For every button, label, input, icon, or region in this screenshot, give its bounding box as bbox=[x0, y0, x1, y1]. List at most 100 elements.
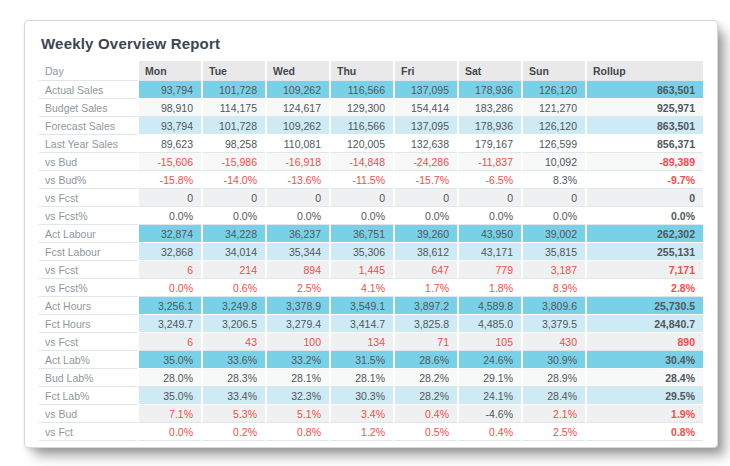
value-cell: 100 bbox=[265, 333, 329, 351]
value-cell: 1,445 bbox=[329, 261, 393, 279]
row-label: vs Fcst% bbox=[39, 207, 137, 225]
value-cell: 1.8% bbox=[457, 279, 521, 297]
value-cell: 0 bbox=[329, 189, 393, 207]
value-cell: 3,249.7 bbox=[137, 315, 201, 333]
value-cell: -6.5% bbox=[457, 171, 521, 189]
value-cell: 93,794 bbox=[137, 117, 201, 135]
value-cell: 154,414 bbox=[393, 99, 457, 117]
value-cell: -4.6% bbox=[457, 405, 521, 423]
value-cell: 109,262 bbox=[265, 117, 329, 135]
value-cell: 5.1% bbox=[265, 405, 329, 423]
row-label: vs Fcst bbox=[39, 189, 137, 207]
value-cell: 3.4% bbox=[329, 405, 393, 423]
value-cell: 28.2% bbox=[393, 387, 457, 405]
value-cell: 0.8% bbox=[265, 423, 329, 441]
value-cell: 43 bbox=[201, 333, 265, 351]
value-cell: 126,120 bbox=[521, 81, 585, 99]
value-cell: 29.1% bbox=[457, 369, 521, 387]
table-row: vs Fct0.0%0.2%0.8%1.2%0.5%0.4%2.5%0.8% bbox=[39, 423, 703, 441]
value-cell: 39,260 bbox=[393, 225, 457, 243]
row-label: Fct Hours bbox=[39, 315, 137, 333]
value-cell: 35,306 bbox=[329, 243, 393, 261]
table-row: Act Hours3,256.13,249.83,378.93,549.13,8… bbox=[39, 297, 703, 315]
value-cell: 0.5% bbox=[393, 423, 457, 441]
row-label: Act Hours bbox=[39, 297, 137, 315]
rollup-cell: 29.5% bbox=[585, 387, 703, 405]
table-row: vs Bud7.1%5.3%5.1%3.4%0.4%-4.6%2.1%1.9% bbox=[39, 405, 703, 423]
table-row: Forecast Sales93,794101,728109,262116,56… bbox=[39, 117, 703, 135]
value-cell: 0 bbox=[201, 189, 265, 207]
value-cell: 647 bbox=[393, 261, 457, 279]
rollup-cell: 925,971 bbox=[585, 99, 703, 117]
value-cell: 0.0% bbox=[329, 207, 393, 225]
value-cell: -11,837 bbox=[457, 153, 521, 171]
value-cell: 32,874 bbox=[137, 225, 201, 243]
value-cell: 35.0% bbox=[137, 351, 201, 369]
column-header-fri: Fri bbox=[393, 61, 457, 81]
value-cell: 430 bbox=[521, 333, 585, 351]
value-cell: 121,270 bbox=[521, 99, 585, 117]
value-cell: 0.4% bbox=[393, 405, 457, 423]
value-cell: 0.6% bbox=[201, 279, 265, 297]
value-cell: 0 bbox=[393, 189, 457, 207]
value-cell: 3,549.1 bbox=[329, 297, 393, 315]
value-cell: 24.6% bbox=[457, 351, 521, 369]
value-cell: 33.2% bbox=[265, 351, 329, 369]
value-cell: 3,378.9 bbox=[265, 297, 329, 315]
value-cell: -15.8% bbox=[137, 171, 201, 189]
column-header-thu: Thu bbox=[329, 61, 393, 81]
value-cell: 30.3% bbox=[329, 387, 393, 405]
value-cell: 8.3% bbox=[521, 171, 585, 189]
rollup-cell: 1.9% bbox=[585, 405, 703, 423]
value-cell: 178,936 bbox=[457, 81, 521, 99]
column-header-tue: Tue bbox=[201, 61, 265, 81]
value-cell: 32.3% bbox=[265, 387, 329, 405]
value-cell: 3,825.8 bbox=[393, 315, 457, 333]
rollup-cell: 25,730.5 bbox=[585, 297, 703, 315]
table-row: vs Fcst%0.0%0.6%2.5%4.1%1.7%1.8%8.9%2.8% bbox=[39, 279, 703, 297]
value-cell: 8.9% bbox=[521, 279, 585, 297]
value-cell: 894 bbox=[265, 261, 329, 279]
value-cell: 3,414.7 bbox=[329, 315, 393, 333]
value-cell: 39,002 bbox=[521, 225, 585, 243]
value-cell: 0 bbox=[137, 189, 201, 207]
table-row: vs Fcst%0.0%0.0%0.0%0.0%0.0%0.0%0.0%0.0% bbox=[39, 207, 703, 225]
value-cell: 120,005 bbox=[329, 135, 393, 153]
value-cell: 43,950 bbox=[457, 225, 521, 243]
value-cell: 114,175 bbox=[201, 99, 265, 117]
value-cell: 137,095 bbox=[393, 81, 457, 99]
row-label: Act Lab% bbox=[39, 351, 137, 369]
value-cell: 3,256.1 bbox=[137, 297, 201, 315]
table-row: vs Fcst00000000 bbox=[39, 189, 703, 207]
row-label: Act Labour bbox=[39, 225, 137, 243]
rollup-cell: 7,171 bbox=[585, 261, 703, 279]
value-cell: 35.0% bbox=[137, 387, 201, 405]
value-cell: 6 bbox=[137, 261, 201, 279]
value-cell: 3,897.2 bbox=[393, 297, 457, 315]
value-cell: 6 bbox=[137, 333, 201, 351]
value-cell: 2.5% bbox=[521, 423, 585, 441]
rollup-cell: -89,389 bbox=[585, 153, 703, 171]
row-label: vs Bud bbox=[39, 405, 137, 423]
value-cell: -16,918 bbox=[265, 153, 329, 171]
value-cell: 7.1% bbox=[137, 405, 201, 423]
value-cell: 105 bbox=[457, 333, 521, 351]
table-row: Budget Sales98,910114,175124,617129,3001… bbox=[39, 99, 703, 117]
rollup-cell: 24,840.7 bbox=[585, 315, 703, 333]
value-cell: 101,728 bbox=[201, 117, 265, 135]
value-cell: 38,612 bbox=[393, 243, 457, 261]
value-cell: 4.1% bbox=[329, 279, 393, 297]
column-header-wed: Wed bbox=[265, 61, 329, 81]
value-cell: 183,286 bbox=[457, 99, 521, 117]
table-row: Last Year Sales89,62398,258110,081120,00… bbox=[39, 135, 703, 153]
value-cell: -15,986 bbox=[201, 153, 265, 171]
row-label: Bud Lab% bbox=[39, 369, 137, 387]
value-cell: 110,081 bbox=[265, 135, 329, 153]
value-cell: 34,014 bbox=[201, 243, 265, 261]
value-cell: 0 bbox=[265, 189, 329, 207]
rollup-cell: 890 bbox=[585, 333, 703, 351]
value-cell: 35,344 bbox=[265, 243, 329, 261]
value-cell: 0.0% bbox=[521, 207, 585, 225]
value-cell: 30.9% bbox=[521, 351, 585, 369]
table-row: Fct Hours3,249.73,206.53,279.43,414.73,8… bbox=[39, 315, 703, 333]
